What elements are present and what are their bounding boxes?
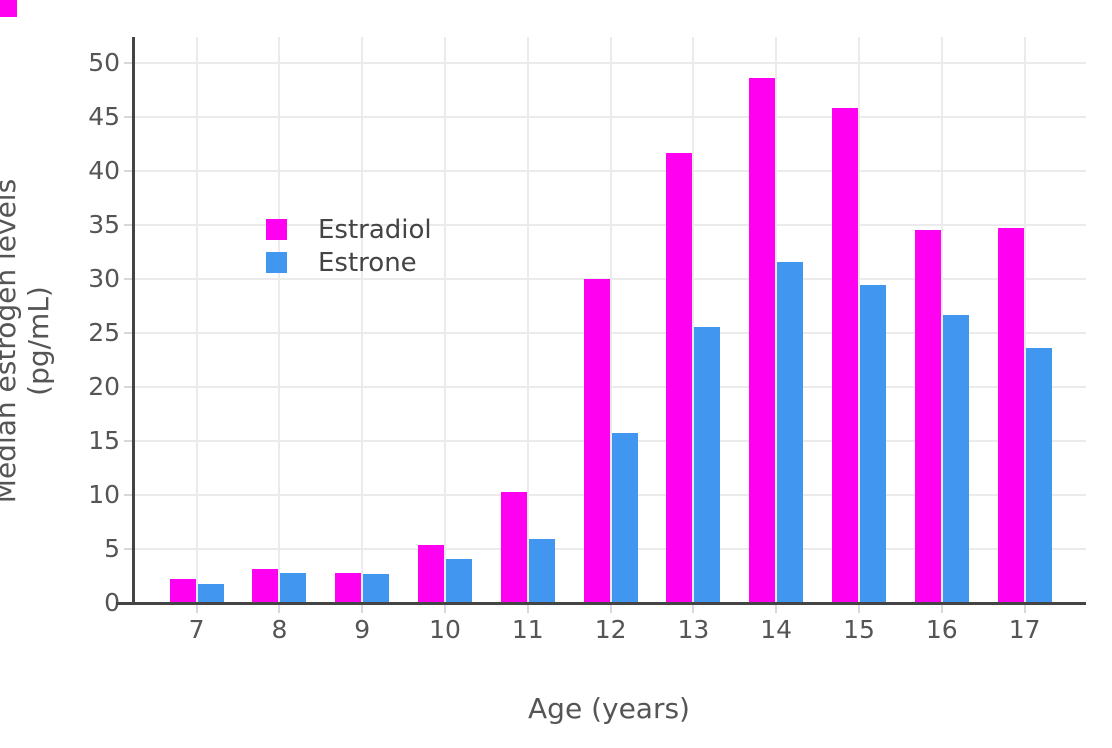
- x-tick-mark: [692, 604, 695, 613]
- x-tick-mark: [858, 604, 860, 613]
- x-tick-mark: [444, 604, 446, 613]
- y-tick-mark: [124, 223, 133, 226]
- x-gridline: [775, 37, 778, 603]
- bar-estradiol-age-13[interactable]: [666, 153, 693, 603]
- bar-estradiol-age-7[interactable]: [169, 578, 196, 603]
- bar-estrone-age-8[interactable]: [280, 573, 307, 603]
- x-gridline: [278, 37, 281, 603]
- y-tick-label: 10: [88, 479, 120, 509]
- bar-estrone-age-13[interactable]: [694, 327, 721, 603]
- x-tick-mark: [1023, 604, 1026, 613]
- bar-estradiol-age-9[interactable]: [335, 573, 362, 603]
- y-gridline: [133, 61, 1086, 64]
- bar-estradiol-age-12[interactable]: [583, 278, 610, 603]
- x-gridline: [361, 37, 364, 603]
- y-tick-mark: [124, 547, 133, 550]
- legend-swatch-estradiol: [266, 219, 287, 240]
- bar-estradiol-age-17[interactable]: [997, 227, 1024, 603]
- y-tick-mark: [124, 61, 133, 64]
- bar-estradiol-age-14[interactable]: [749, 77, 776, 603]
- x-axis-line: [116, 601, 1086, 605]
- y-gridline: [133, 169, 1086, 172]
- x-tick-label: 10: [429, 614, 461, 644]
- x-gridline: [444, 37, 446, 603]
- bar-estradiol-age-8[interactable]: [252, 569, 279, 603]
- x-tick-label: 15: [843, 614, 875, 644]
- y-tick-mark: [124, 493, 133, 496]
- y-tick-label: 40: [88, 155, 120, 185]
- x-tick-label: 7: [188, 614, 205, 644]
- bar-estradiol-age-15[interactable]: [832, 107, 858, 603]
- bar-estradiol-age-11[interactable]: [500, 492, 527, 603]
- x-tick-label: 16: [925, 614, 958, 644]
- y-tick-label: 0: [104, 587, 120, 617]
- y-tick-label: 15: [88, 425, 120, 455]
- legend-label: Estrone: [318, 247, 417, 278]
- corner-color-swatch: [0, 0, 17, 17]
- y-gridline: [133, 115, 1086, 118]
- x-tick-label: 8: [271, 614, 288, 644]
- y-tick-label: 50: [88, 47, 120, 77]
- x-tick-label: 17: [1008, 614, 1041, 644]
- bar-estrone-age-15[interactable]: [860, 284, 886, 603]
- y-tick-mark: [124, 439, 133, 442]
- bar-estradiol-age-10[interactable]: [418, 545, 444, 603]
- bar-estrone-age-14[interactable]: [777, 262, 804, 603]
- y-tick-label: 35: [88, 209, 120, 239]
- x-tick-mark: [195, 604, 198, 613]
- bar-estrone-age-9[interactable]: [363, 574, 390, 603]
- x-gridline: [940, 37, 943, 603]
- x-axis-title: Age (years): [528, 692, 690, 725]
- bar-estrone-age-16[interactable]: [942, 315, 969, 603]
- x-tick-mark: [526, 604, 529, 613]
- x-tick-mark: [940, 604, 943, 613]
- y-tick-label: 5: [104, 533, 120, 563]
- x-tick-label: 14: [760, 614, 793, 644]
- bar-estrone-age-17[interactable]: [1025, 347, 1052, 603]
- x-tick-label: 13: [677, 614, 710, 644]
- y-tick-label: 20: [88, 371, 120, 401]
- y-tick-label: 25: [88, 317, 120, 347]
- x-gridline: [195, 37, 198, 603]
- x-tick-mark: [278, 604, 281, 613]
- y-tick-mark: [124, 277, 133, 280]
- x-tick-label: 12: [594, 614, 627, 644]
- legend-swatch-estrone: [266, 252, 287, 273]
- y-tick-mark: [124, 169, 133, 172]
- y-tick-mark: [124, 331, 133, 334]
- y-axis-line: [132, 37, 135, 605]
- x-gridline: [692, 37, 695, 603]
- bar-estradiol-age-16[interactable]: [914, 229, 941, 603]
- y-gridline: [133, 223, 1086, 226]
- bar-estrone-age-12[interactable]: [611, 432, 638, 603]
- x-gridline: [609, 37, 612, 603]
- x-tick-mark: [775, 604, 778, 613]
- x-gridline: [526, 37, 529, 603]
- x-tick-label: 11: [511, 614, 544, 644]
- x-tick-label: 9: [354, 614, 371, 644]
- y-tick-mark: [124, 385, 133, 388]
- y-tick-mark: [124, 115, 133, 118]
- y-tick-label: 45: [88, 101, 120, 131]
- y-axis-title: Median estrogen levels (pg/mL): [0, 178, 55, 504]
- bar-estrone-age-11[interactable]: [528, 538, 555, 603]
- x-tick-mark: [361, 604, 364, 613]
- legend-item-estrone[interactable]: Estrone: [266, 246, 432, 279]
- bar-estrone-age-7[interactable]: [197, 584, 224, 603]
- x-gridline: [1023, 37, 1026, 603]
- x-gridline: [858, 37, 860, 603]
- legend-label: Estradiol: [318, 214, 432, 245]
- legend: Estradiol Estrone: [266, 213, 432, 279]
- x-tick-mark: [609, 604, 612, 613]
- y-tick-label: 30: [88, 263, 120, 293]
- legend-item-estradiol[interactable]: Estradiol: [266, 213, 432, 246]
- bar-estrone-age-10[interactable]: [446, 559, 472, 603]
